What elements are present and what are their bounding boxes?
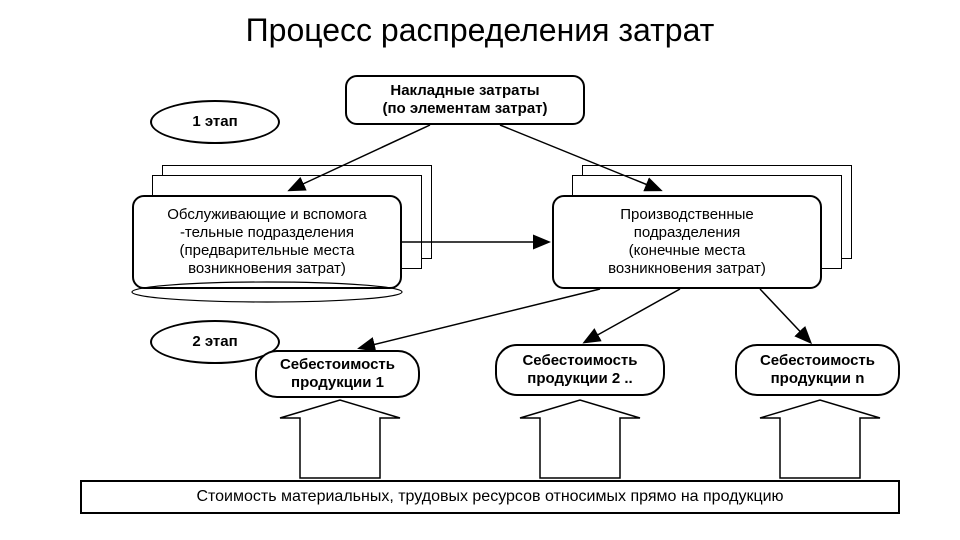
cost2-box: Себестоимость продукции 2 .. — [495, 344, 665, 396]
cost1-line1: Себестоимость — [280, 356, 395, 374]
production-line4: возникновения затрат) — [608, 260, 766, 278]
direct1-line2: затраты — [290, 439, 390, 456]
overhead-line2: (по элементам затрат) — [382, 100, 547, 118]
costn-line2: продукции n — [771, 370, 865, 388]
costn-line1: Себестоимость — [760, 352, 875, 370]
direct1-label: Прямые затраты — [290, 422, 390, 456]
stage2-label: 2 этап — [192, 333, 237, 351]
cost1-box: Себестоимость продукции 1 — [255, 350, 420, 398]
direct2-line1: Прямые — [530, 422, 630, 439]
service-line1: Обслуживающие и вспомога — [167, 206, 367, 224]
direct3-line2: затраты — [770, 439, 870, 456]
direct2-line2: затраты — [530, 439, 630, 456]
production-line1: Производственные — [620, 206, 754, 224]
overhead-box: Накладные затраты (по элементам затрат) — [345, 75, 585, 125]
page-title: Процесс распределения затрат — [0, 12, 960, 49]
direct1-line1: Прямые — [290, 422, 390, 439]
direct3-label: Прямые затраты — [770, 422, 870, 456]
service-line2: -тельные подразделения — [180, 224, 354, 242]
direct3-line1: Прямые — [770, 422, 870, 439]
production-line2: подразделения — [634, 224, 740, 242]
cost2-line1: Себестоимость — [522, 352, 637, 370]
direct2-label: Прямые затраты — [530, 422, 630, 456]
costn-box: Себестоимость продукции n — [735, 344, 900, 396]
production-line3: (конечные места — [629, 242, 746, 260]
overhead-line1: Накладные затраты — [390, 82, 539, 100]
stage1-ellipse: 1 этап — [150, 100, 280, 144]
bottom-text: Стоимость материальных, трудовых ресурсо… — [196, 488, 783, 506]
stage1-label: 1 этап — [192, 113, 237, 131]
cost2-line2: продукции 2 .. — [527, 370, 632, 388]
service-line4: возникновения затрат) — [188, 260, 346, 278]
production-unit-box: Производственные подразделения (конечные… — [552, 195, 822, 289]
service-line3: (предварительные места — [180, 242, 355, 260]
cost1-line2: продукции 1 — [291, 374, 384, 392]
service-unit-box: Обслуживающие и вспомога -тельные подраз… — [132, 195, 402, 289]
bottom-bar: Стоимость материальных, трудовых ресурсо… — [80, 480, 900, 514]
